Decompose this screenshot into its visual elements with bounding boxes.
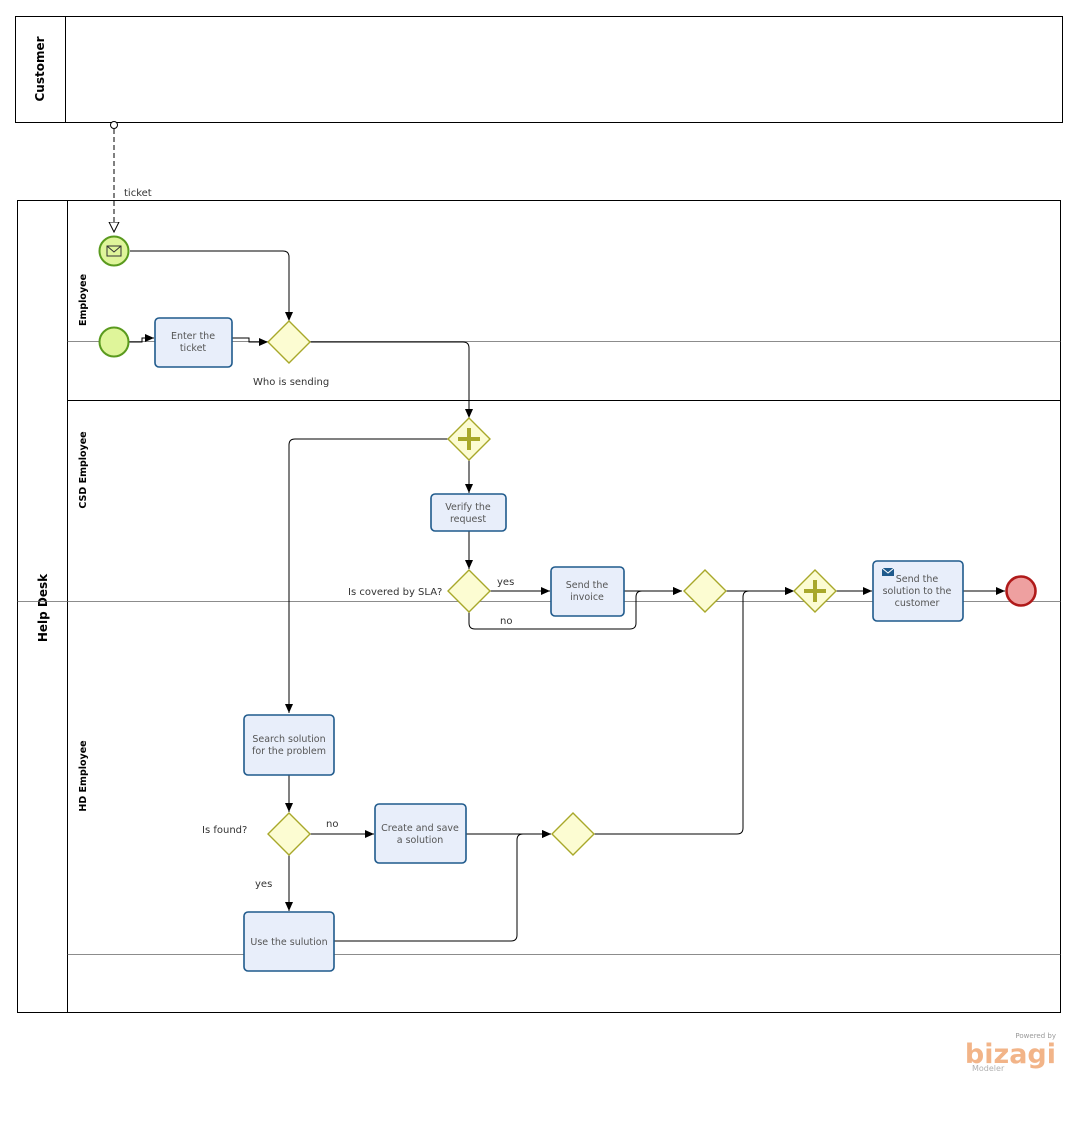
gateway-label-sla: Is covered by SLA? <box>348 587 442 598</box>
parallel-gateway-split[interactable] <box>447 417 491 461</box>
task-send-solution[interactable]: Send the solution to the customer <box>872 560 964 622</box>
task-label: for the problem <box>252 746 326 757</box>
plus-icon <box>804 580 826 602</box>
bizagi-logo: Powered by bizagi Modeler <box>965 1032 1056 1073</box>
gateway-label-is-found: Is found? <box>202 825 247 836</box>
lane-label-csd: CSD Employee <box>78 431 89 508</box>
task-create-solution[interactable]: Create and save a solution <box>374 803 467 864</box>
helpdesk-pool-label: Help Desk <box>36 573 50 642</box>
task-label: Send the <box>896 574 939 585</box>
envelope-icon <box>106 245 122 257</box>
task-label: Create and save <box>381 823 459 834</box>
flow-label-yes: yes <box>497 577 514 588</box>
flow-label-no: no <box>326 819 338 830</box>
lane-label-hd: HD Employee <box>78 740 89 811</box>
envelope-icon <box>881 567 895 576</box>
task-label: invoice <box>570 592 604 603</box>
task-label: customer <box>895 598 940 609</box>
customer-pool[interactable]: Customer <box>15 16 1063 123</box>
task-enter-ticket[interactable]: Enter the ticket <box>154 317 233 368</box>
message-flow-ticket[interactable] <box>111 121 118 233</box>
lane-label-employee: Employee <box>78 274 89 326</box>
task-label: request <box>450 514 486 525</box>
gateway-label-who-is-sending: Who is sending <box>253 377 329 388</box>
task-label: Send the <box>566 580 609 591</box>
task-label: solution to the <box>883 586 952 597</box>
message-start-event[interactable] <box>98 235 130 267</box>
brand-name: bizagi <box>965 1039 1056 1070</box>
task-label: Verify the <box>445 502 491 513</box>
powered-by-text: Powered by <box>1015 1032 1056 1040</box>
brand-product: Modeler <box>972 1064 1005 1073</box>
end-event[interactable] <box>1005 575 1037 607</box>
customer-pool-label: Customer <box>33 36 47 101</box>
start-event[interactable] <box>98 326 130 358</box>
gateway-who-is-sending[interactable] <box>267 320 311 364</box>
parallel-gateway-join[interactable] <box>793 569 837 613</box>
task-send-invoice[interactable]: Send the invoice <box>550 566 625 617</box>
gateway-is-found[interactable] <box>267 812 311 856</box>
task-label: a solution <box>397 835 443 846</box>
gateway-merge-csd[interactable] <box>683 569 727 613</box>
sequence-flows <box>129 250 1005 942</box>
task-verify-request[interactable]: Verify the request <box>430 493 507 532</box>
message-flow-label: ticket <box>124 188 152 199</box>
flow-label-yes: yes <box>255 879 272 890</box>
plus-icon <box>458 428 480 450</box>
gateway-sla[interactable] <box>447 569 491 613</box>
task-use-solution[interactable]: Use the sulution <box>243 911 335 972</box>
task-search-solution[interactable]: Search solution for the problem <box>243 714 335 776</box>
gateway-merge-hd[interactable] <box>551 812 595 856</box>
task-label: Use the sulution <box>250 937 327 948</box>
flow-label-no: no <box>500 616 512 627</box>
task-label: Enter the <box>171 331 215 342</box>
task-label: ticket <box>180 343 207 354</box>
task-label: Search solution <box>252 734 325 745</box>
